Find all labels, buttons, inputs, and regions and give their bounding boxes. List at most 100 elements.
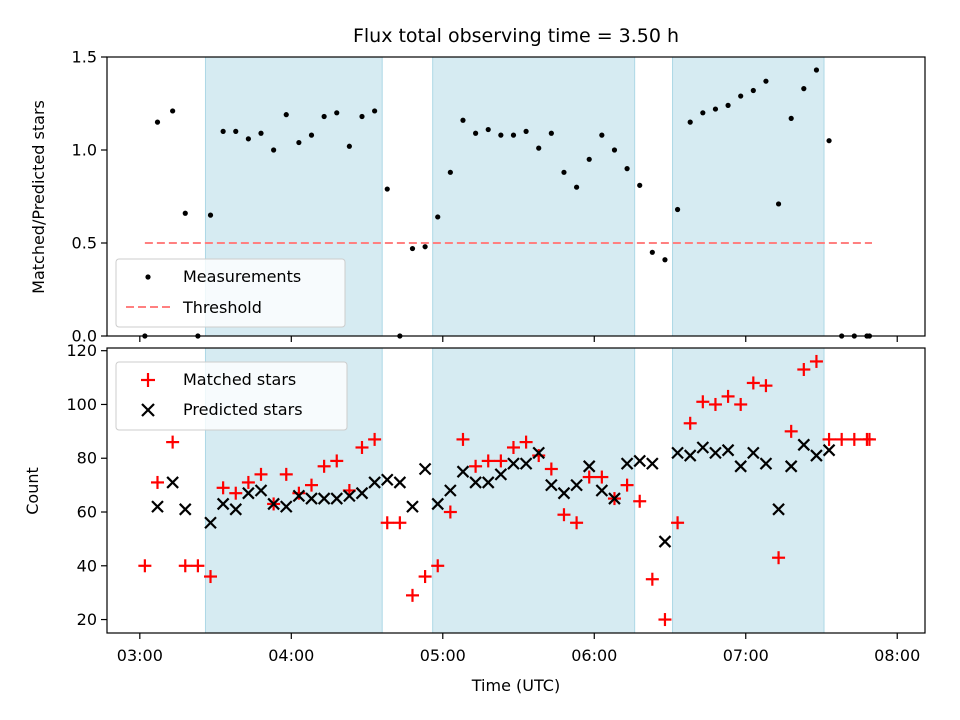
matched-stars-point (772, 551, 786, 565)
top-y-tick-label: 0.5 (72, 234, 97, 253)
matched-stars-point (544, 462, 558, 476)
predicted-stars-point (633, 454, 646, 468)
bottom-legend-box (115, 361, 348, 431)
measurements-legend-marker (145, 274, 151, 280)
measurement-point (750, 87, 756, 94)
measurement-point (712, 106, 719, 112)
bottom-panel: 20 40 60 80 100 120 03:00 04:00 05:00 06:00 07:00… (23, 341, 926, 695)
predicted-stars-point (620, 457, 634, 470)
top-panel: 0.0 0.5 1.0 1.5 Matched/Predicted stars Mea… (29, 48, 926, 346)
predicted-stars-point (368, 476, 381, 489)
matched-stars-point (835, 432, 849, 446)
x-tick-label: 05:00 (420, 646, 466, 665)
measurement-point (536, 145, 542, 151)
matched-stars-point (570, 516, 584, 530)
measurement-point (473, 130, 479, 136)
matched-stars-point (708, 397, 722, 411)
measurement-point (182, 210, 188, 216)
measurement-point (422, 244, 428, 250)
predicted-stars-point (254, 484, 268, 497)
matched-stars-point (658, 613, 672, 627)
matched-stars-legend-label: Matched stars (183, 370, 296, 389)
measurement-point (233, 128, 239, 134)
matched-stars-point (204, 570, 218, 584)
predicted-stars-point (721, 443, 735, 457)
measurement-point (573, 184, 580, 190)
bottom-y-tick-label: 20 (77, 610, 97, 629)
matched-stars-point (506, 440, 520, 454)
matched-stars-point (696, 395, 710, 409)
measurement-point (649, 249, 655, 255)
measurement-point (220, 128, 226, 134)
top-shaded-interval (432, 56, 636, 337)
predicted-stars-point (671, 446, 684, 460)
predicted-stars-point (204, 516, 217, 530)
measurement-point (826, 138, 832, 144)
predicted-stars-point (734, 460, 747, 473)
matched-stars-point (393, 516, 407, 530)
predicted-stars-legend-label: Predicted stars (183, 400, 303, 419)
top-panel-frame (106, 56, 926, 337)
matched-stars-point (683, 416, 697, 430)
predicted-stars-point (570, 478, 583, 492)
measurement-point (245, 136, 251, 142)
x-axis-label: Time (UTC) (471, 676, 560, 695)
bottom-x-ticks: 03:00 04:00 05:00 06:00 07:00 08:00 (117, 633, 920, 665)
predicted-stars-point (279, 500, 293, 513)
predicted-stars-point (494, 468, 508, 481)
matched-stars-point (150, 475, 164, 489)
matched-stars-point (645, 572, 659, 586)
predicted-stars-point (444, 484, 457, 497)
matched-stars-point (620, 478, 634, 492)
matched-stars-point (862, 432, 876, 446)
matched-stars-point (582, 470, 596, 484)
predicted-stars-point (166, 476, 179, 489)
top-shaded-intervals (204, 56, 825, 337)
matched-stars-point (166, 435, 180, 449)
matched-stars-point (595, 470, 609, 484)
predicted-stars-point (810, 449, 823, 462)
matched-stars-point (191, 559, 205, 573)
matched-stars-point (557, 508, 571, 522)
predicted-stars-point (658, 535, 672, 548)
predicted-stars-point (330, 492, 344, 505)
matched-stars-point (241, 475, 255, 489)
matched-stars-point (405, 588, 419, 602)
measurement-point (258, 130, 264, 136)
bottom-y-axis-label: Count (23, 467, 42, 515)
predicted-stars-point (456, 465, 470, 478)
matched-stars-point (317, 459, 331, 473)
predicted-stars-point (545, 478, 558, 492)
matched-stars-point (494, 454, 508, 468)
measurement-point (170, 108, 176, 114)
measurement-point (763, 78, 769, 84)
measurement-point (359, 113, 365, 120)
predicted-stars-point (532, 446, 546, 460)
matched-stars-point (734, 397, 748, 411)
top-legend-box (115, 258, 346, 328)
predicted-stars-point (242, 486, 255, 500)
predicted-stars-legend-marker (141, 403, 155, 417)
predicted-stars-point (507, 457, 520, 470)
predicted-stars-point (797, 438, 811, 452)
bottom-y-tick-label: 40 (77, 556, 97, 575)
measurement-point (624, 166, 630, 172)
matched-stars-point (178, 559, 192, 573)
matched-stars-point (254, 467, 268, 481)
matched-stars-point (797, 363, 811, 377)
predicted-stars-point (784, 460, 798, 473)
measurement-point (384, 186, 390, 192)
measurement-point (687, 119, 693, 125)
matched-stars-point (847, 432, 861, 446)
predicted-stars-point (431, 497, 445, 511)
matched-stars-point (229, 486, 243, 500)
chart-title: Flux total observing time = 3.50 h (353, 25, 679, 47)
predicted-stars-point (582, 460, 596, 473)
matched-stars-point (469, 459, 483, 473)
matched-stars-point (355, 440, 369, 454)
predicted-stars-point (696, 441, 710, 454)
measurement-point (662, 257, 668, 263)
predicted-stars-point (608, 492, 621, 505)
matched-stars-point (532, 449, 546, 463)
x-tick-label: 03:00 (117, 646, 163, 665)
